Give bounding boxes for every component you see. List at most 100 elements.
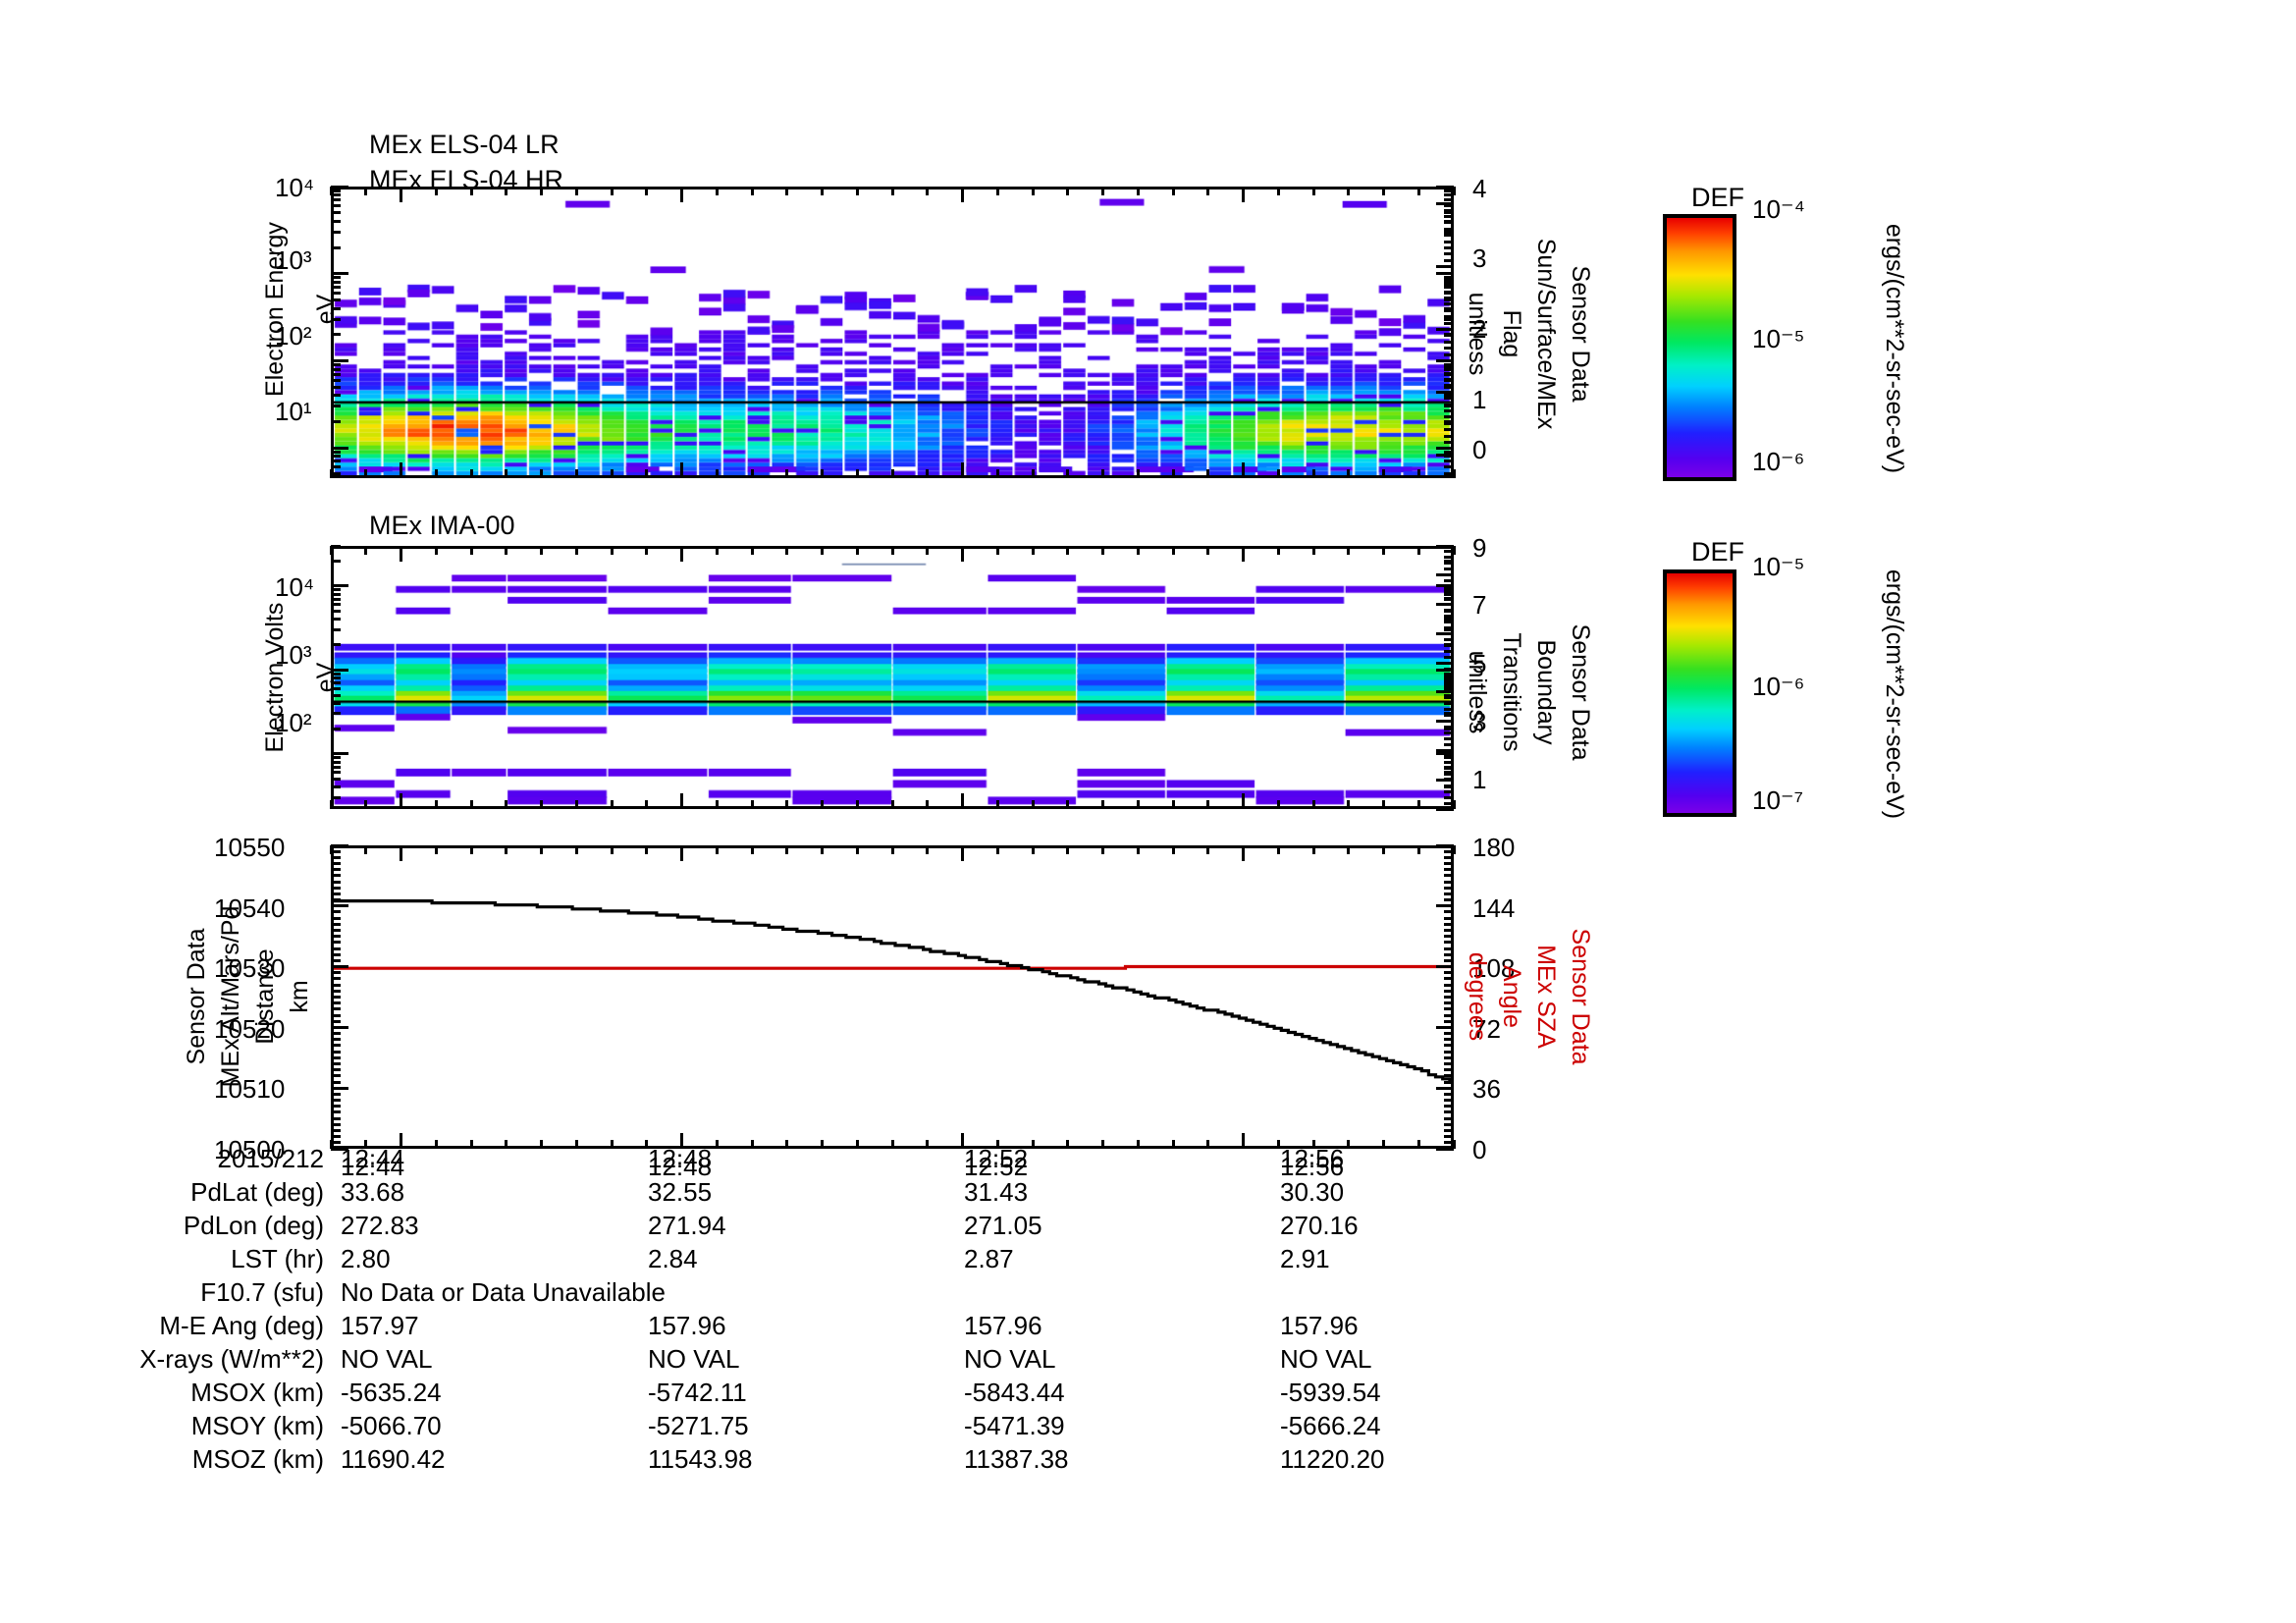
table-cell: 12:52 <box>964 1144 1029 1173</box>
panel3-right-tick-36: 36 <box>1472 1074 1501 1104</box>
table-cell: 157.96 <box>964 1311 1042 1340</box>
xtick-label-2: 12:52 <box>964 1152 1029 1181</box>
panel3-right-tick-180: 180 <box>1472 833 1516 862</box>
panel1-spectrogram-canvas <box>334 189 1451 475</box>
panel1-left-axis-unit-text: eV <box>312 294 340 325</box>
parameter-table: 2015/212 12:44 12:48 12:52 12:56 PdLat (deg) 3… <box>0 1144 1571 1566</box>
table-cell: -5271.75 <box>648 1411 749 1440</box>
colorbar2-units-text: ergs/(cm**2-sr-sec-eV) <box>1881 568 1908 820</box>
panel3-right-axis-text4: degrees <box>1464 951 1491 1042</box>
panel1-right-axis-line2: Sun/Surface/MEx <box>1531 187 1561 481</box>
panel1-right-tick-2: 2 <box>1472 314 1487 344</box>
panel1-ytick-10e4: 10⁴ <box>275 173 315 202</box>
panel1-left-axis-unit: eV <box>311 162 341 457</box>
table-cell: 12:56 <box>1280 1144 1345 1173</box>
colorbar1[interactable] <box>1663 214 1736 481</box>
colorbar2-bottom-label: 10⁻⁷ <box>1752 785 1804 815</box>
table-cell: 2.80 <box>341 1244 391 1273</box>
panel1-title-lr: MEx ELS-04 LR <box>369 130 560 159</box>
panel3-right-tick-72: 72 <box>1472 1014 1501 1044</box>
xtick-label-0: 12:44 <box>341 1152 405 1181</box>
table-cell: 12:48 <box>648 1144 713 1173</box>
panel2-right-tick-1: 1 <box>1472 765 1487 794</box>
panel3-ytick-10520: 10520 <box>214 1014 286 1044</box>
panel3-right-axis-line2: MEx SZA <box>1531 849 1561 1144</box>
table-cell: 12:44 <box>341 1144 405 1173</box>
table-row-label: X-rays (W/m**2) <box>139 1344 324 1374</box>
colorbar1-title: DEF <box>1691 183 1744 212</box>
table-row-label: PdLat (deg) <box>190 1177 324 1207</box>
panel2-right-axis-line1: Sensor Data <box>1566 545 1595 839</box>
colorbar2-units: ergs/(cm**2-sr-sec-eV) <box>1880 498 1909 891</box>
colorbar1-top-label: 10⁻⁴ <box>1752 194 1805 224</box>
panel3-ytick-10540: 10540 <box>214 893 286 923</box>
panel1-right-axis-line3: Flag <box>1497 187 1526 481</box>
panel2-ytick-10e4: 10⁴ <box>275 572 315 602</box>
panel3-right-axis-line4: degrees <box>1463 849 1492 1144</box>
table-cell: No Data or Data Unavailable <box>341 1277 666 1307</box>
panel2-right-axis-line3: Transitions <box>1497 545 1526 839</box>
panel1-left-axis-title: Electron Energy <box>261 222 289 397</box>
table-cell: NO VAL <box>648 1344 740 1374</box>
table-row-label: M-E Ang (deg) <box>159 1311 324 1340</box>
table-cell: 157.97 <box>341 1311 419 1340</box>
panel3-ytick-10500: 10500 <box>214 1135 286 1164</box>
panel3-right-tick-144: 144 <box>1472 893 1516 923</box>
panel2-right-axis-text2: Boundary <box>1532 639 1560 745</box>
panel2-left-axis-title: Electron Volts <box>261 602 289 753</box>
table-cell: 11690.42 <box>341 1444 446 1474</box>
panel2-plot-area[interactable] <box>331 546 1454 809</box>
table-cell: -5471.39 <box>964 1411 1065 1440</box>
table-cell: -5635.24 <box>341 1378 442 1407</box>
colorbar2-title: DEF <box>1691 537 1744 567</box>
panel2-left-axis-label: Electron Volts <box>260 530 290 825</box>
panel2-right-tick-7: 7 <box>1472 590 1487 620</box>
table-row-label: MSOZ (km) <box>191 1444 324 1474</box>
colorbar1-mid-label: 10⁻⁵ <box>1752 324 1805 353</box>
table-cell: 11220.20 <box>1280 1444 1385 1474</box>
panel3-line-chart <box>334 899 1451 1083</box>
table-cell: -5066.70 <box>341 1411 442 1440</box>
table-cell: 33.68 <box>341 1177 405 1207</box>
colorbar1-units: ergs/(cm**2-sr-sec-eV) <box>1880 152 1909 545</box>
panel3-ytick-10550: 10550 <box>214 833 286 862</box>
table-cell: 11543.98 <box>648 1444 753 1474</box>
table-cell: 272.83 <box>341 1211 419 1240</box>
panel3-right-axis-line1: Sensor Data <box>1566 849 1595 1144</box>
panel1-right-tick-0: 0 <box>1472 435 1487 464</box>
panel2-title: MEx IMA-00 <box>369 511 515 540</box>
table-cell: 2.84 <box>648 1244 698 1273</box>
table-cell: 157.96 <box>648 1311 726 1340</box>
table-cell: 270.16 <box>1280 1211 1359 1240</box>
table-cell: 271.94 <box>648 1211 726 1240</box>
table-cell: 271.05 <box>964 1211 1042 1240</box>
panel1-right-tick-3: 3 <box>1472 243 1487 273</box>
colorbar1-units-text: ergs/(cm**2-sr-sec-eV) <box>1881 223 1908 474</box>
table-row-label: 2015/212 <box>217 1144 324 1173</box>
table-cell: 32.55 <box>648 1177 713 1207</box>
table-cell: NO VAL <box>1280 1344 1372 1374</box>
panel1-right-axis-text1: Sensor Data <box>1567 265 1594 403</box>
colorbar2-mid-label: 10⁻⁶ <box>1752 672 1805 701</box>
table-cell: 2.87 <box>964 1244 1014 1273</box>
panel2-right-axis-text4: unitless <box>1464 650 1491 734</box>
table-cell: 157.96 <box>1280 1311 1359 1340</box>
panel2-right-axis-text3: Transitions <box>1498 632 1525 752</box>
panel3-right-tick-108: 108 <box>1472 953 1516 983</box>
panel1-right-tick-4: 4 <box>1472 174 1487 203</box>
colorbar1-gradient <box>1667 218 1733 477</box>
panel3-ytick-10510: 10510 <box>214 1074 286 1104</box>
panel3-left-axis-text2: MEx Alt/Mars/Pd <box>217 905 244 1088</box>
colorbar2-top-label: 10⁻⁵ <box>1752 552 1805 581</box>
panel3-right-axis-text3: Angle <box>1498 965 1525 1028</box>
panel2-right-axis-line2: Boundary <box>1531 545 1561 839</box>
colorbar2[interactable] <box>1663 569 1736 817</box>
table-row-label: F10.7 (sfu) <box>200 1277 324 1307</box>
panel2-right-axis-text1: Sensor Data <box>1567 623 1594 761</box>
table-cell: NO VAL <box>964 1344 1056 1374</box>
panel1-right-axis-line1: Sensor Data <box>1566 187 1595 481</box>
panel1-plot-area[interactable] <box>331 187 1454 478</box>
colorbar1-bottom-label: 10⁻⁶ <box>1752 447 1805 476</box>
panel3-ytick-10530: 10530 <box>214 953 286 983</box>
panel3-plot-area[interactable] <box>331 845 1454 1149</box>
